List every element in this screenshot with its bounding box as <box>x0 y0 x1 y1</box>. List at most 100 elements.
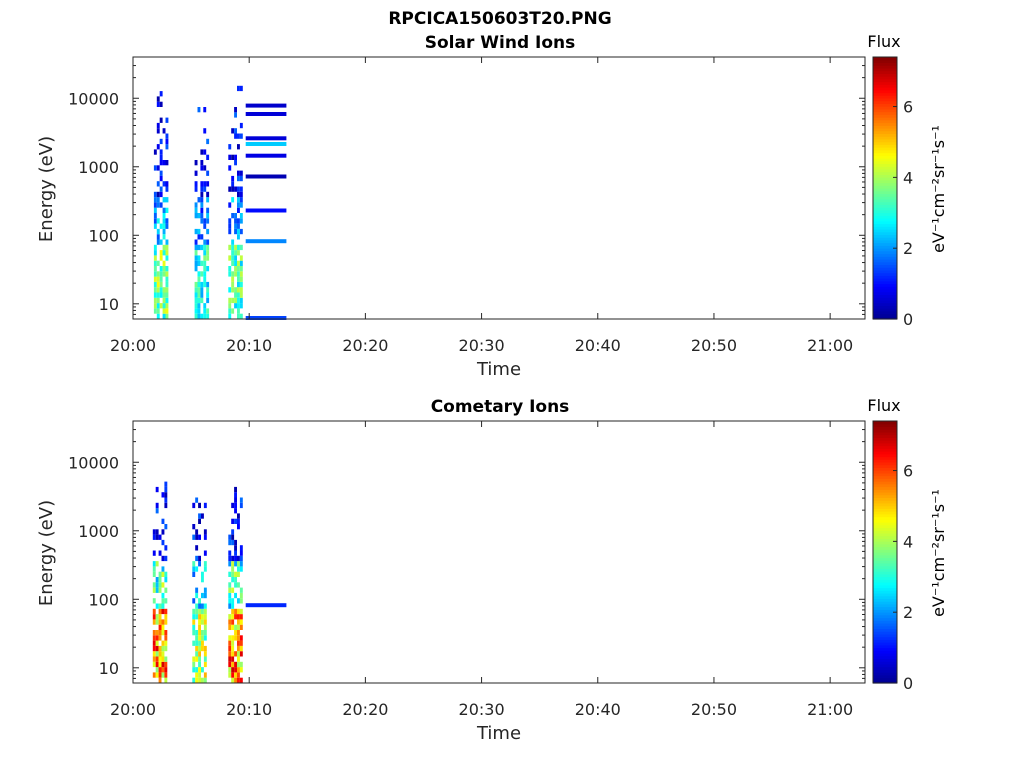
y-axis-label: Energy (eV) <box>36 136 57 242</box>
heatmap-cell <box>237 598 240 604</box>
heatmap-cell <box>159 154 163 160</box>
heatmap-cell <box>162 260 166 266</box>
colorbar-tick-label: 4 <box>903 168 913 187</box>
heatmap-cell <box>197 107 201 113</box>
colorbar-segment <box>873 152 897 156</box>
heatmap-cell <box>164 656 168 662</box>
colorbar-segment <box>873 204 897 208</box>
heatmap-cell <box>152 619 156 625</box>
heatmap-cell <box>161 566 165 572</box>
colorbar-segment <box>873 218 897 222</box>
colorbar-segment <box>873 196 897 200</box>
heatmap-cell <box>231 661 235 668</box>
x-tick-label: 20:50 <box>691 336 737 355</box>
heatmap-cell <box>155 486 159 493</box>
heatmap-cell <box>162 128 166 134</box>
heatmap-cell <box>162 197 166 203</box>
heatmap-cell <box>159 91 163 97</box>
heatmap-cell <box>234 486 237 493</box>
colorbar-segment <box>873 494 897 499</box>
heatmap-cell <box>194 186 198 192</box>
heatmap-cell <box>156 271 160 277</box>
heatmap-cell <box>164 577 168 583</box>
heatmap-cell <box>239 592 243 599</box>
heatmap-cell <box>161 667 165 673</box>
colorbar-segment <box>873 248 897 252</box>
colorbar-segment <box>873 598 897 602</box>
colorbar-label: eV⁻¹cm⁻²sr⁻¹s⁻¹ <box>929 489 948 617</box>
cometary-ions-panel: Cometary Ions Flux Time Energy (eV) eV⁻¹… <box>36 396 948 744</box>
heatmap-cell <box>234 550 237 556</box>
heatmap-cell <box>231 271 235 277</box>
heatmap-cell <box>198 534 201 540</box>
colorbar-segment <box>873 84 897 88</box>
heatmap-cell <box>239 244 243 251</box>
heatmap-cell <box>197 213 201 219</box>
heatmap-cell <box>155 640 159 646</box>
heatmap-cell <box>239 228 243 235</box>
heatmap-cell <box>198 608 201 615</box>
heatmap-cell <box>228 598 232 604</box>
heatmap-cell <box>201 571 204 577</box>
colorbar-segment <box>873 562 897 567</box>
heatmap-cell <box>203 107 207 113</box>
heatmap-cell <box>155 614 159 620</box>
heatmap-cell <box>165 292 169 298</box>
colorbar-segment <box>873 508 897 512</box>
heatmap-cell <box>194 181 198 187</box>
heatmap-cell <box>153 223 157 229</box>
colorbar-segment <box>873 155 897 159</box>
heatmap-cell <box>200 292 204 298</box>
heatmap-cell <box>237 197 240 203</box>
heatmap-cell <box>239 260 243 266</box>
heatmap-cell <box>228 614 232 620</box>
colorbar-segment <box>873 456 897 460</box>
heatmap-cell <box>239 85 243 92</box>
heatmap-cell <box>231 534 235 540</box>
heatmap-cell <box>231 555 235 562</box>
heatmap-cell <box>203 255 207 261</box>
heatmap-cell <box>201 577 204 583</box>
heatmap-cell <box>239 213 243 219</box>
heatmap-cell <box>165 197 169 203</box>
heatmap-cell <box>239 186 243 192</box>
heatmap-cell <box>159 175 163 182</box>
heatmap-cell <box>159 292 163 298</box>
colorbar-segment <box>873 524 897 529</box>
colorbar-segment <box>873 448 897 452</box>
colorbar-segment <box>873 601 897 605</box>
heatmap-cell <box>159 117 163 123</box>
colorbar-segment <box>873 108 897 113</box>
heatmap-cell <box>239 170 243 176</box>
heatmap-cell <box>153 297 157 304</box>
colorbar-segment <box>873 141 897 145</box>
heatmap-cell <box>203 677 207 683</box>
heatmap-cell <box>231 603 235 609</box>
heatmap-cell <box>192 561 196 567</box>
colorbar-segment <box>873 288 897 293</box>
heatmap-cell <box>234 266 237 272</box>
colorbar-segment <box>873 617 897 621</box>
heatmap-cell <box>239 651 243 657</box>
colorbar-segment <box>873 445 897 449</box>
colorbar-segment <box>873 177 897 181</box>
colorbar-segment <box>873 76 897 80</box>
heatmap-cell <box>197 260 201 266</box>
heatmap-cell <box>234 518 237 524</box>
heatmap-cell <box>198 555 201 562</box>
heatmap-cell <box>239 292 243 298</box>
heatmap-cell <box>198 661 201 668</box>
heatmap-cell <box>195 651 199 657</box>
heatmap-cell <box>194 244 198 251</box>
heatmap-cell <box>198 677 201 683</box>
heatmap-cell <box>206 255 210 261</box>
heatmap-cell <box>231 244 235 251</box>
heatmap-cell <box>234 218 237 224</box>
heatmap-cell <box>158 624 162 630</box>
heatmap-cell <box>203 619 207 625</box>
heatmap-cell <box>203 614 207 620</box>
heatmap-cell <box>234 672 237 678</box>
colorbar-segment <box>873 535 897 539</box>
heatmap-cell <box>234 260 237 266</box>
colorbar-segment <box>873 261 897 266</box>
